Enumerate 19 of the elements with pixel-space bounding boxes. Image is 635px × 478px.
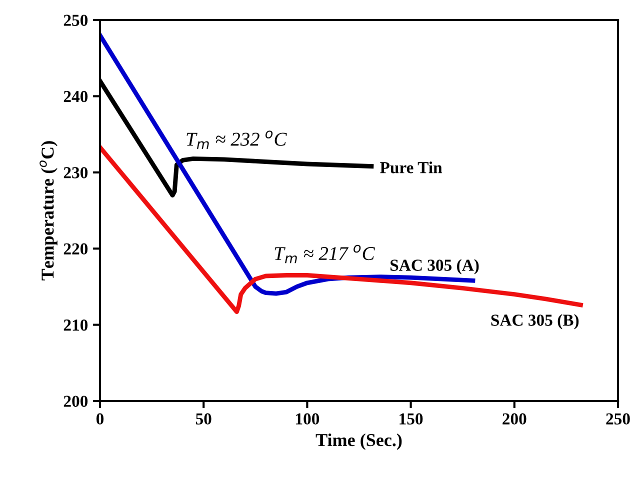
x-tick-label: 200 [502, 413, 526, 425]
x-axis-title: Time (Sec.) [316, 433, 402, 450]
x-tick-label: 250 [606, 413, 630, 425]
x-tick-label: 0 [96, 413, 104, 425]
y-tick-label: 210 [64, 320, 88, 331]
x-tick-label: 50 [196, 413, 212, 425]
series-label: Pure Tin [380, 162, 442, 174]
x-tick-label: 150 [400, 413, 423, 425]
series-label: SAC 305 (B) [491, 314, 579, 330]
y-tick-label: 230 [64, 167, 88, 178]
y-tick-label: 250 [64, 14, 88, 26]
y-tick-label: 220 [64, 243, 88, 255]
annotation: T$_{m}$ ≈ 232 $^{o}$C [186, 130, 287, 149]
y-tick-label: 200 [64, 396, 88, 407]
y-tick-label: 240 [64, 90, 88, 102]
y-axis-title: Temperature ($^{o}$C) [40, 141, 58, 280]
x-tick-label: 100 [296, 413, 320, 425]
series-label: SAC 305 (A) [390, 259, 479, 274]
annotation: T$_{m}$ ≈ 217 $^{o}$C [274, 244, 375, 264]
